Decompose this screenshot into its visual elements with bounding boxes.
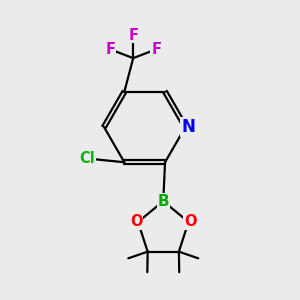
Text: F: F [128, 28, 138, 43]
Text: O: O [184, 214, 197, 230]
Text: B: B [158, 194, 169, 209]
Text: F: F [105, 42, 115, 57]
Text: Cl: Cl [79, 151, 95, 166]
Text: O: O [130, 214, 142, 230]
Text: N: N [181, 118, 195, 136]
Text: F: F [151, 42, 161, 57]
